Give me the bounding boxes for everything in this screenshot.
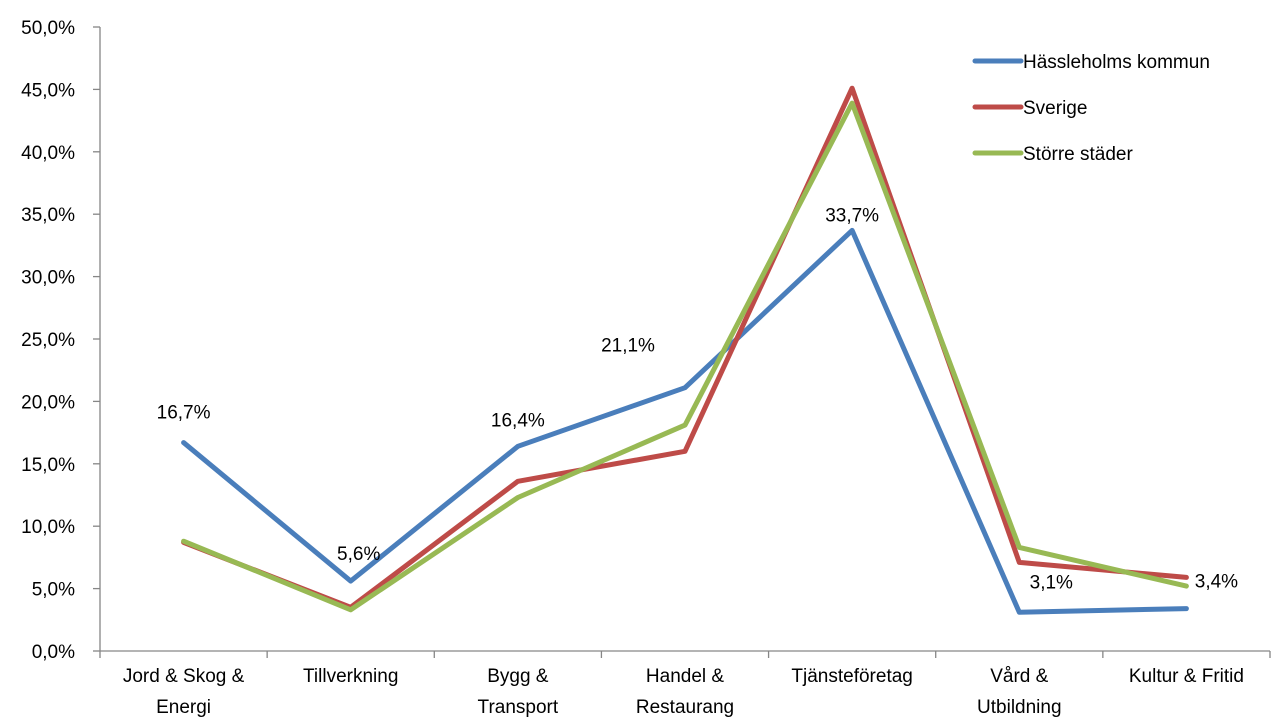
data-label: 33,7% [825,205,879,226]
y-tick-label: 20,0% [21,392,75,413]
series-line-2 [181,85,1189,610]
y-tick-label: 40,0% [21,143,75,164]
series-line-1 [181,227,1189,615]
x-tick-label: Handel & Restaurang [636,666,734,718]
data-label: 3,1% [1030,572,1073,593]
y-tick-label: 0,0% [32,642,75,663]
legend-label: Hässleholms kommun [1023,52,1210,73]
data-label: 16,7% [157,403,211,424]
data-labels: 16,7% 5,6% 16,4% 21,1% 33,7% 3,1% 3,4% [157,205,1239,593]
y-tick-label: 30,0% [21,268,75,289]
y-tick-label: 50,0% [21,18,75,39]
legend-label: Sverige [1023,98,1087,119]
x-tick-label: Kultur & Fritid [1129,666,1244,687]
x-tick-label: Tillverkning [303,666,398,687]
x-tick-label: Bygg & Transport [478,666,559,718]
data-label: 16,4% [491,410,545,431]
x-tick-label: Jord & Skog & Energi [123,666,245,718]
y-tick-label: 25,0% [21,330,75,351]
legend: Hässleholms kommun Sverige Större städer [972,52,1210,165]
legend-label: Större städer [1023,144,1133,165]
x-tick-label: Vård & Utbildning [977,666,1062,718]
y-tick-label: 35,0% [21,205,75,226]
y-tick-label: 15,0% [21,455,75,476]
data-label: 21,1% [601,336,655,357]
y-tick-label: 45,0% [21,80,75,101]
series-lines [181,85,1189,615]
x-tick-label: Tjänsteföretag [791,666,912,687]
data-label: 5,6% [337,544,380,565]
series-line-3 [181,100,1189,613]
y-tick-label: 5,0% [32,580,75,601]
data-label: 3,4% [1195,572,1238,593]
y-tick-label: 10,0% [21,517,75,538]
axes: 0,0% 5,0% 10,0% 15,0% 20,0% 25,0% 30,0% 35,0% 40… [21,18,1271,718]
